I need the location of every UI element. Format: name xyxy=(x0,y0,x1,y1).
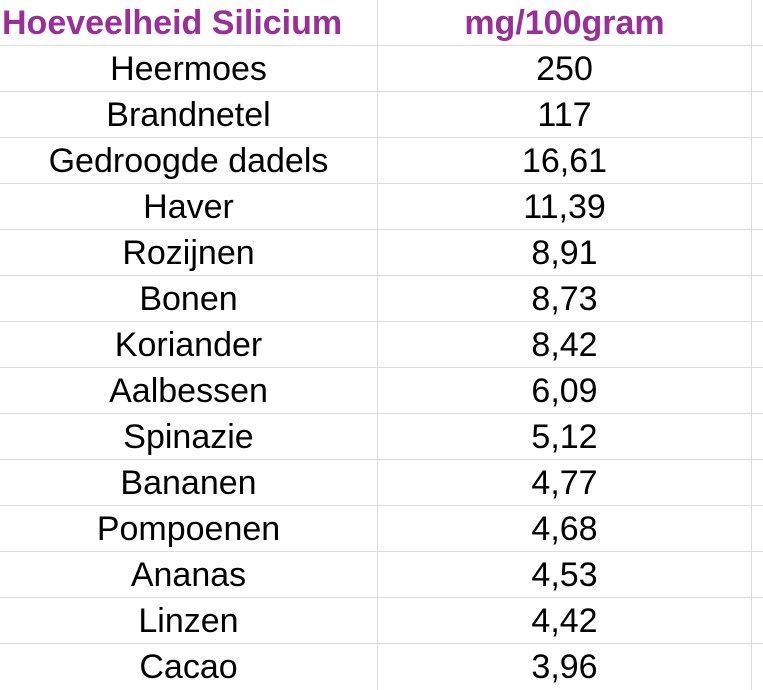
empty-cell[interactable] xyxy=(752,506,763,552)
cell-value[interactable]: 6,09 xyxy=(378,368,752,414)
cell-value[interactable]: 4,53 xyxy=(378,552,752,598)
table-row: Ananas 4,53 xyxy=(0,552,763,598)
cell-value[interactable]: 3,96 xyxy=(378,644,752,690)
cell-value[interactable]: 16,61 xyxy=(378,138,752,184)
table-row: Haver 11,39 xyxy=(0,184,763,230)
cell-name[interactable]: Spinazie xyxy=(0,414,378,460)
cell-value[interactable]: 4,77 xyxy=(378,460,752,506)
cell-value[interactable]: 5,12 xyxy=(378,414,752,460)
cell-value[interactable]: 4,42 xyxy=(378,598,752,644)
cell-name[interactable]: Rozijnen xyxy=(0,230,378,276)
empty-cell[interactable] xyxy=(752,276,763,322)
cell-name[interactable]: Ananas xyxy=(0,552,378,598)
empty-cell[interactable] xyxy=(752,230,763,276)
table-row: Bonen 8,73 xyxy=(0,276,763,322)
empty-cell[interactable] xyxy=(752,644,763,690)
table-row: Aalbessen 6,09 xyxy=(0,368,763,414)
header-row: Hoeveelheid Silicium mg/100gram xyxy=(0,0,763,46)
cell-name[interactable]: Heermoes xyxy=(0,46,378,92)
empty-cell[interactable] xyxy=(752,322,763,368)
table-row: Gedroogde dadels 16,61 xyxy=(0,138,763,184)
empty-cell[interactable] xyxy=(752,92,763,138)
cell-value[interactable]: 8,73 xyxy=(378,276,752,322)
empty-cell[interactable] xyxy=(752,46,763,92)
cell-name[interactable]: Gedroogde dadels xyxy=(0,138,378,184)
cell-name[interactable]: Bonen xyxy=(0,276,378,322)
empty-cell[interactable] xyxy=(752,138,763,184)
cell-value[interactable]: 8,91 xyxy=(378,230,752,276)
table-row: Koriander 8,42 xyxy=(0,322,763,368)
table-row: Rozijnen 8,91 xyxy=(0,230,763,276)
cell-name[interactable]: Haver xyxy=(0,184,378,230)
table-row: Linzen 4,42 xyxy=(0,598,763,644)
cell-name[interactable]: Brandnetel xyxy=(0,92,378,138)
table-row: Cacao 3,96 xyxy=(0,644,763,690)
cell-name[interactable]: Koriander xyxy=(0,322,378,368)
cell-name[interactable]: Aalbessen xyxy=(0,368,378,414)
header-cell-value[interactable]: mg/100gram xyxy=(378,0,752,46)
cell-value[interactable]: 250 xyxy=(378,46,752,92)
table-row: Spinazie 5,12 xyxy=(0,414,763,460)
empty-cell[interactable] xyxy=(752,368,763,414)
empty-cell[interactable] xyxy=(752,0,763,46)
empty-cell[interactable] xyxy=(752,184,763,230)
cell-name[interactable]: Bananen xyxy=(0,460,378,506)
empty-cell[interactable] xyxy=(752,552,763,598)
empty-cell[interactable] xyxy=(752,414,763,460)
cell-name[interactable]: Cacao xyxy=(0,644,378,690)
cell-name[interactable]: Linzen xyxy=(0,598,378,644)
table-row: Bananen 4,77 xyxy=(0,460,763,506)
table-row: Heermoes 250 xyxy=(0,46,763,92)
cell-name[interactable]: Pompoenen xyxy=(0,506,378,552)
table-row: Brandnetel 117 xyxy=(0,92,763,138)
cell-value[interactable]: 117 xyxy=(378,92,752,138)
table-row: Pompoenen 4,68 xyxy=(0,506,763,552)
cell-value[interactable]: 11,39 xyxy=(378,184,752,230)
cell-value[interactable]: 4,68 xyxy=(378,506,752,552)
empty-cell[interactable] xyxy=(752,460,763,506)
empty-cell[interactable] xyxy=(752,598,763,644)
cell-value[interactable]: 8,42 xyxy=(378,322,752,368)
header-cell-name[interactable]: Hoeveelheid Silicium xyxy=(0,0,378,46)
